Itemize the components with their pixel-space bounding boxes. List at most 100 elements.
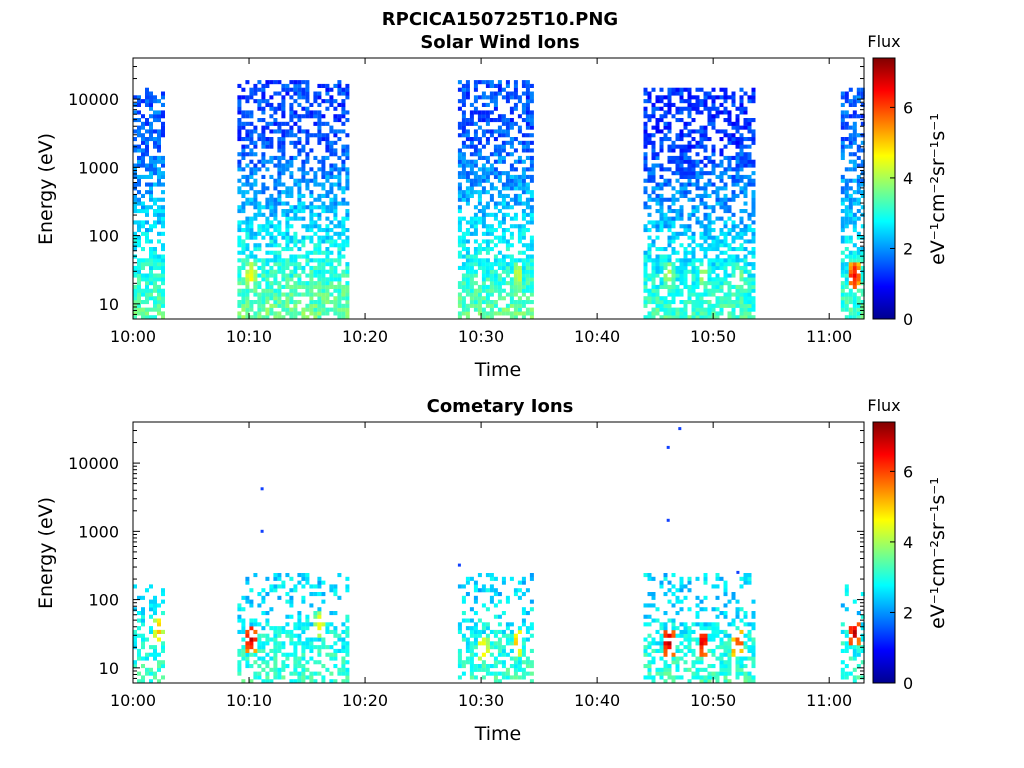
heatmap-cell (265, 277, 270, 282)
heatmap-cell (305, 133, 310, 138)
heatmap-cell (341, 247, 346, 252)
heatmap-cell (751, 118, 756, 123)
heatmap-cell (329, 228, 334, 233)
heatmap-cell (329, 250, 334, 255)
heatmap-cell (297, 216, 302, 221)
heatmap-cell (149, 186, 153, 191)
heatmap-cell (257, 281, 262, 286)
heatmap-cell (675, 667, 680, 672)
heatmap-cell (521, 269, 526, 274)
heatmap-cell (856, 148, 861, 153)
heatmap-cell (317, 197, 322, 202)
heatmap-cell (651, 660, 656, 665)
heatmap-cell (485, 645, 490, 650)
heatmap-cell (743, 118, 748, 123)
heatmap-cell (707, 106, 712, 111)
heatmap-cell (297, 573, 302, 578)
heatmap-cell (329, 140, 334, 145)
heatmap-cell (341, 637, 346, 642)
heatmap-cell (723, 664, 728, 669)
heatmap-cell (703, 622, 708, 627)
heatmap-cell (844, 648, 849, 653)
heatmap-cell (647, 254, 652, 259)
heatmap-cell (481, 675, 486, 680)
heatmap-cell (301, 171, 306, 176)
heatmap-cell (269, 273, 274, 278)
heatmap-cell (301, 224, 306, 229)
heatmap-cell (321, 137, 326, 142)
heatmap-cell (341, 303, 346, 308)
heatmap-cell (269, 648, 274, 653)
heatmap-cell (493, 129, 498, 134)
heatmap-cell (489, 576, 494, 581)
heatmap-cell (161, 254, 165, 259)
heatmap-cell (699, 125, 704, 130)
heatmap-cell (651, 307, 656, 312)
heatmap-cell (525, 91, 530, 96)
heatmap-cell (723, 633, 728, 638)
heatmap-cell (517, 667, 522, 672)
heatmap-cell (241, 250, 246, 255)
heatmap-cell (329, 220, 334, 225)
heatmap-cell (655, 307, 660, 312)
heatmap-cell (493, 641, 498, 646)
heatmap-cell (703, 247, 708, 252)
heatmap-cell (485, 243, 490, 248)
heatmap-cell (273, 80, 278, 85)
heatmap-cell (473, 239, 478, 244)
heatmap-cell (333, 588, 338, 593)
heatmap-cell (345, 118, 350, 123)
heatmap-cell (317, 292, 322, 297)
heatmap-cell (289, 671, 294, 676)
heatmap-cell (715, 239, 720, 244)
heatmap-cell (325, 250, 330, 255)
heatmap-cell (277, 155, 282, 160)
heatmap-cell (345, 265, 350, 270)
heatmap-cell (735, 140, 740, 145)
heatmap-cell (241, 303, 246, 308)
heatmap-cell (840, 258, 845, 263)
heatmap-cell (679, 273, 684, 278)
heatmap-cell (477, 311, 482, 316)
heatmap-cell (241, 645, 246, 650)
heatmap-cell (731, 265, 736, 270)
heatmap-cell (237, 269, 242, 274)
heatmap-cell (337, 155, 342, 160)
heatmap-cell (679, 265, 684, 270)
heatmap-cell (667, 277, 672, 282)
heatmap-cell (281, 265, 286, 270)
heatmap-cell (281, 641, 286, 646)
heatmap-cell (695, 611, 700, 616)
heatmap-cell (655, 247, 660, 252)
heatmap-cell (509, 296, 514, 301)
heatmap-cell (707, 311, 712, 316)
heatmap-cell (659, 303, 664, 308)
heatmap-cell (249, 152, 254, 157)
heatmap-cell (695, 622, 700, 627)
heatmap-cell (293, 656, 298, 661)
heatmap-cell (457, 224, 462, 229)
heatmap-cell (647, 140, 652, 145)
heatmap-cell (727, 622, 732, 627)
heatmap-cell (517, 140, 522, 145)
heatmap-cell (840, 296, 845, 301)
heatmap-cell (237, 118, 242, 123)
heatmap-cell (241, 637, 246, 642)
heatmap-cell (161, 197, 165, 202)
heatmap-cell (261, 660, 266, 665)
heatmap-cell (137, 611, 141, 616)
heatmap-cell (852, 110, 857, 115)
heatmap-cell (457, 243, 462, 248)
heatmap-cell (739, 231, 744, 236)
heatmap-cell (711, 626, 716, 631)
heatmap-cell (461, 284, 466, 289)
heatmap-cell (473, 182, 478, 187)
heatmap-cell (297, 656, 302, 661)
heatmap-cell (325, 133, 330, 138)
heatmap-cell (265, 140, 270, 145)
heatmap-cell (509, 656, 514, 661)
heatmap-cell (521, 645, 526, 650)
heatmap-cell (301, 595, 306, 600)
heatmap-cell (289, 129, 294, 134)
heatmap-cell (333, 118, 338, 123)
